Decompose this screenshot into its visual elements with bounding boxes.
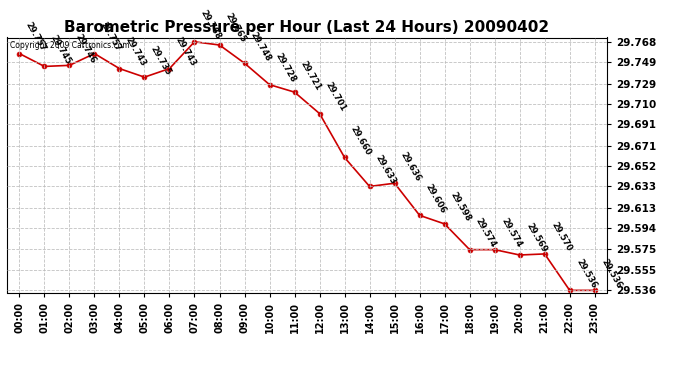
Text: 29.745: 29.745	[49, 33, 73, 66]
Title: Barometric Pressure per Hour (Last 24 Hours) 20090402: Barometric Pressure per Hour (Last 24 Ho…	[64, 20, 550, 35]
Text: 29.765: 29.765	[224, 12, 248, 45]
Text: 29.636: 29.636	[399, 150, 423, 183]
Text: 29.757: 29.757	[99, 21, 123, 53]
Text: 29.569: 29.569	[524, 222, 548, 255]
Text: 29.748: 29.748	[249, 30, 273, 63]
Text: 29.746: 29.746	[74, 32, 98, 65]
Text: 29.660: 29.660	[349, 124, 373, 157]
Text: 29.768: 29.768	[199, 9, 223, 41]
Text: 29.536: 29.536	[599, 257, 623, 290]
Text: 29.536: 29.536	[574, 257, 598, 290]
Text: 29.574: 29.574	[499, 217, 523, 249]
Text: 29.728: 29.728	[274, 52, 298, 84]
Text: 29.743: 29.743	[124, 36, 148, 68]
Text: Copyright 2009 Cartronics.com: Copyright 2009 Cartronics.com	[10, 41, 130, 50]
Text: 29.574: 29.574	[474, 217, 498, 249]
Text: 29.701: 29.701	[324, 81, 348, 113]
Text: 29.721: 29.721	[299, 59, 323, 92]
Text: 29.570: 29.570	[549, 221, 573, 254]
Text: 29.606: 29.606	[424, 182, 448, 215]
Text: 29.757: 29.757	[24, 21, 48, 53]
Text: 29.598: 29.598	[449, 191, 473, 224]
Text: 29.633: 29.633	[374, 153, 398, 186]
Text: 29.735: 29.735	[149, 44, 173, 76]
Text: 29.743: 29.743	[174, 36, 198, 68]
